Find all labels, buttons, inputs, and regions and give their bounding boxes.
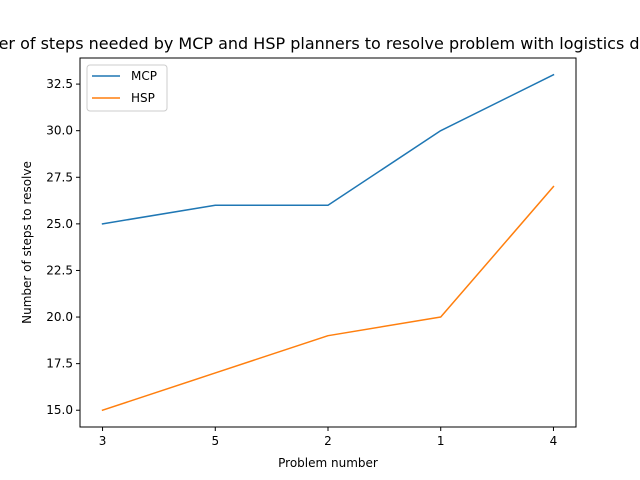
legend-label-mcp: MCP <box>131 69 157 83</box>
x-tick-label: 5 <box>211 434 219 448</box>
legend-label-hsp: HSP <box>131 91 155 105</box>
series-line-hsp <box>101 185 555 412</box>
y-tick-label: 27.5 <box>46 170 73 184</box>
y-tick-label: 22.5 <box>46 263 73 277</box>
y-tick-label: 32.5 <box>46 77 73 91</box>
plot-area: 3 5 2 1 4 15.0 17.5 20.0 22.5 25.0 27.5 30.0 32.5 <box>46 73 558 448</box>
y-tick-label: 15.0 <box>46 403 73 417</box>
x-axis-label: Problem number <box>278 456 378 470</box>
x-tick-label: 3 <box>99 434 107 448</box>
x-tick-label: 2 <box>324 434 332 448</box>
legend: MCP HSP <box>86 64 168 112</box>
y-axis-label: Number of steps to resolve <box>20 161 34 324</box>
y-tick-label: 17.5 <box>46 357 73 371</box>
axes-frame <box>79 57 577 428</box>
x-tick-label: 4 <box>550 434 558 448</box>
y-tick-label: 30.0 <box>46 124 73 138</box>
chart-title: Number of steps needed by MCP and HSP pl… <box>0 34 640 53</box>
series-line-mcp <box>101 73 555 225</box>
y-tick-label: 25.0 <box>46 217 73 231</box>
y-tick-label: 20.0 <box>46 310 73 324</box>
x-tick-label: 1 <box>437 434 445 448</box>
